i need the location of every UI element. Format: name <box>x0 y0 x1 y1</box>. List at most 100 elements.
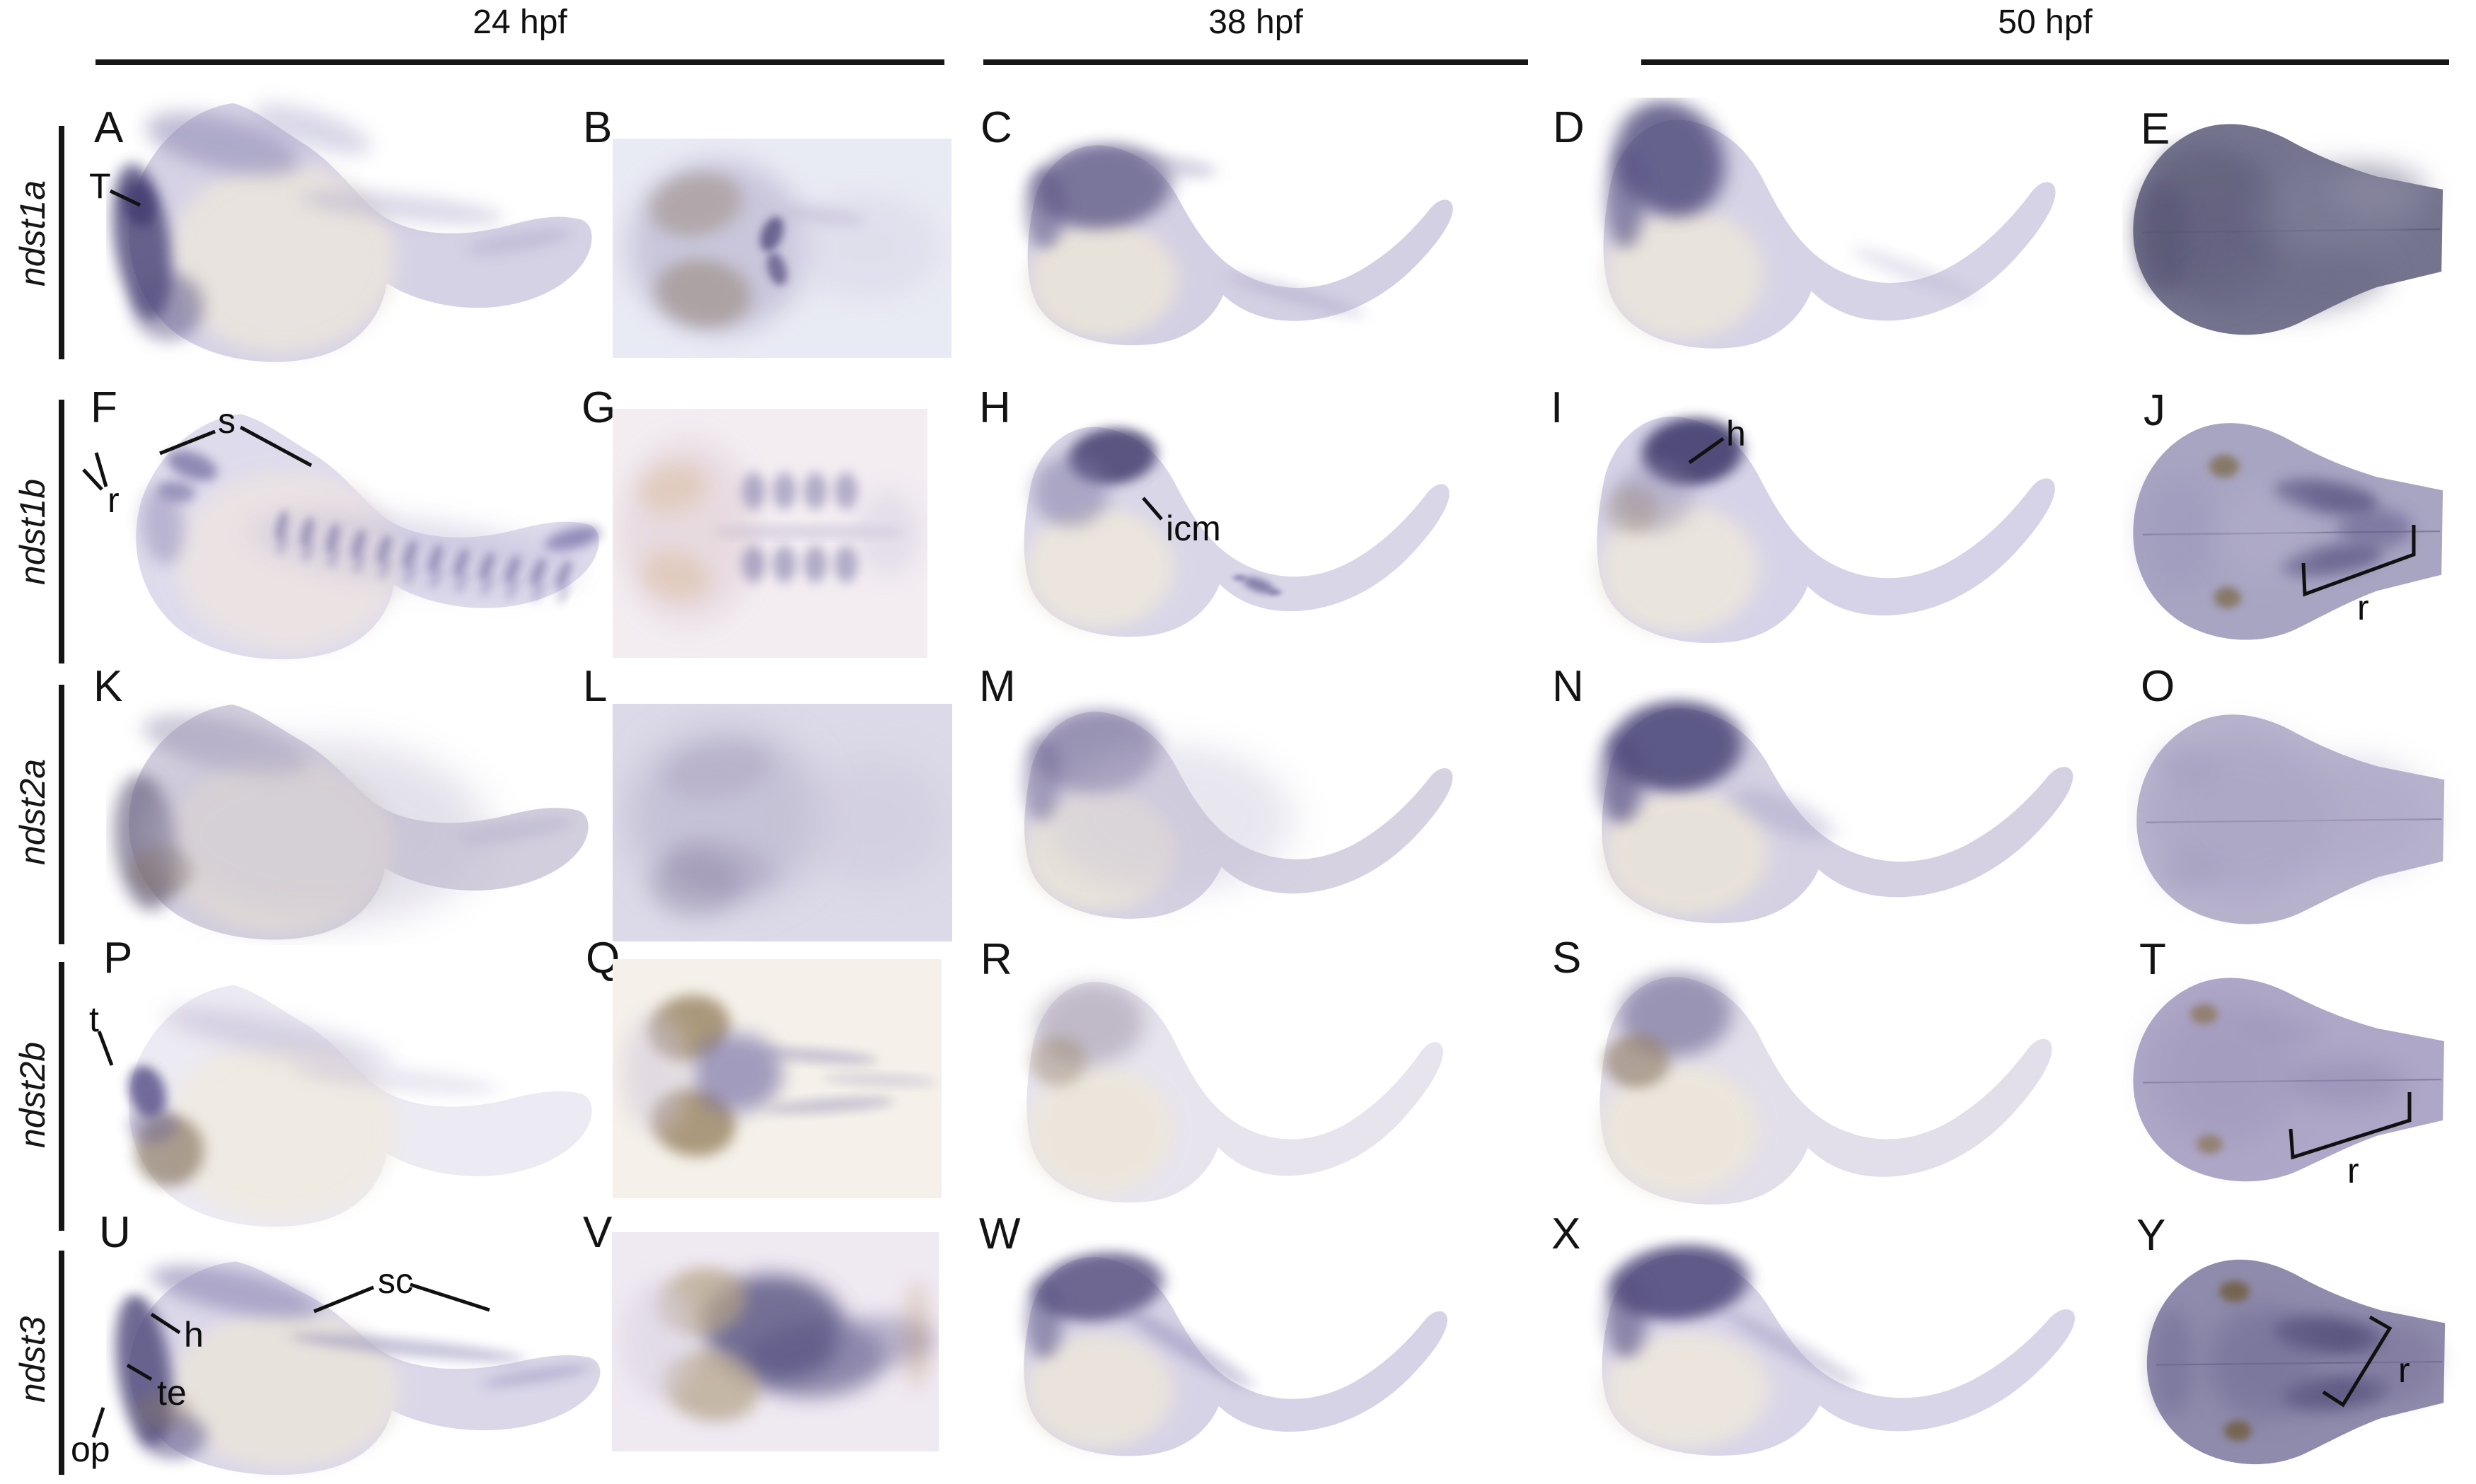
panel-letter-U: U <box>99 1208 131 1257</box>
column-header-38hpf: 38 hpf <box>1208 4 1303 41</box>
panel-letter-O: O <box>2141 662 2175 711</box>
annotation-label-I-0: h <box>1726 414 1746 453</box>
somite-stripe <box>557 583 570 605</box>
stain-blob <box>1852 248 1978 300</box>
panel-letter-V: V <box>583 1208 613 1257</box>
stain-blob <box>692 1033 783 1113</box>
stain-blob <box>1731 788 1834 841</box>
somite-stripe <box>275 510 288 541</box>
somite-stripe <box>556 560 572 589</box>
annotation-label-F-1: r <box>108 480 120 520</box>
somite-stripe <box>403 539 417 569</box>
row-label-gene: ndst2a <box>13 758 52 866</box>
stain-blob <box>642 552 710 600</box>
yolk-sac <box>1027 1067 1174 1194</box>
stain-blob <box>464 228 573 256</box>
panel-letter-E: E <box>2141 105 2170 153</box>
stain-blob <box>800 755 949 888</box>
somite-stripe <box>429 543 443 574</box>
somite-stripe <box>480 551 494 581</box>
panel-letter-G: G <box>582 383 616 432</box>
stain-blob <box>299 190 505 225</box>
stain-blob <box>2209 455 2240 478</box>
stain-blob <box>834 545 858 583</box>
embryo-photo-W <box>1024 1252 1447 1456</box>
panel-letter-S: S <box>1552 934 1582 982</box>
stain-blob <box>1023 736 1060 822</box>
stain-blob <box>803 473 828 509</box>
stain-blob <box>1243 576 1275 594</box>
row-bracket-line <box>59 126 64 359</box>
embryo-photo-K <box>114 705 589 940</box>
column-header-50hpf: 50 hpf <box>1998 4 2093 41</box>
annotation-label-U-1: te <box>157 1373 187 1413</box>
stain-blob <box>458 816 574 844</box>
stain-blob <box>773 473 797 509</box>
annotation-label-U-3: sc <box>378 1261 413 1301</box>
panel-letter-H: H <box>979 383 1011 432</box>
panel-letter-M: M <box>979 662 1016 711</box>
header-underline-38hpf <box>983 59 1528 65</box>
stain-blob <box>137 1391 190 1431</box>
panel-letter-T: T <box>2139 935 2166 984</box>
panel-letter-F: F <box>91 383 117 432</box>
somite-stripe <box>507 577 519 601</box>
somite-stripe <box>404 562 415 585</box>
stain-blob <box>767 252 787 286</box>
stain-blob <box>2160 148 2240 202</box>
annotation-label-H-0: icm <box>1166 509 1221 548</box>
stain-blob <box>741 473 766 509</box>
embryo-photo-U <box>115 1261 601 1476</box>
somite-stripe <box>505 555 520 584</box>
yolk-sac <box>1024 1333 1174 1448</box>
panel-letter-C: C <box>980 103 1012 152</box>
stain-blob <box>2197 248 2387 316</box>
annotation-leader-line <box>94 452 108 487</box>
annotation-label-F-0: s <box>218 401 236 441</box>
somite-stripe <box>352 528 365 560</box>
stain-blob <box>128 1065 166 1119</box>
panel-letter-Y: Y <box>2136 1211 2166 1260</box>
stain-blob <box>146 112 301 176</box>
stain-blob <box>2281 761 2430 872</box>
somite-stripe <box>481 574 493 597</box>
embryo-photo-O <box>2136 714 2445 924</box>
embryo-photo-M <box>1023 709 1453 919</box>
row-bracket-line <box>59 962 64 1231</box>
stain-blob <box>253 103 372 155</box>
annotation-leader-line <box>82 468 103 491</box>
stain-blob <box>1224 273 1365 317</box>
stain-blob <box>782 205 867 227</box>
stain-blob <box>623 1281 694 1401</box>
stain-blob <box>1599 733 1643 824</box>
row-bracket-line <box>59 685 64 944</box>
row-bracket-line <box>59 1251 64 1475</box>
somite-stripe <box>327 523 340 554</box>
row-label-gene: ndst1a <box>13 180 52 287</box>
stain-blob <box>803 545 828 583</box>
panel-letter-D: D <box>1553 103 1585 152</box>
stain-blob <box>2151 1308 2194 1417</box>
stain-blob <box>2337 508 2412 549</box>
annotation-label-A-0: T <box>89 166 111 206</box>
stain-blob <box>2217 485 2313 579</box>
embryo-photo-Y <box>2146 1259 2446 1465</box>
embryo-photo-G <box>613 409 927 658</box>
somite-stripe <box>378 557 390 581</box>
stain-blob <box>765 1097 896 1113</box>
panel-letter-R: R <box>980 935 1012 984</box>
panel-letter-X: X <box>1551 1210 1581 1258</box>
header-underline-24hpf <box>96 59 944 65</box>
embryo-photo-C <box>1025 144 1453 346</box>
stain-blob <box>2190 1004 2218 1024</box>
stain-blob <box>760 216 785 252</box>
somite-stripe <box>302 540 313 563</box>
stain-blob <box>1139 155 1217 179</box>
embryo-photo-P <box>128 985 592 1227</box>
stain-blob <box>544 526 601 552</box>
somite-stripe <box>429 567 441 590</box>
embryo-photo-V <box>612 1232 939 1451</box>
stain-blob <box>1604 485 1658 534</box>
stain-blob <box>1722 1309 1860 1388</box>
stain-blob <box>855 489 921 578</box>
